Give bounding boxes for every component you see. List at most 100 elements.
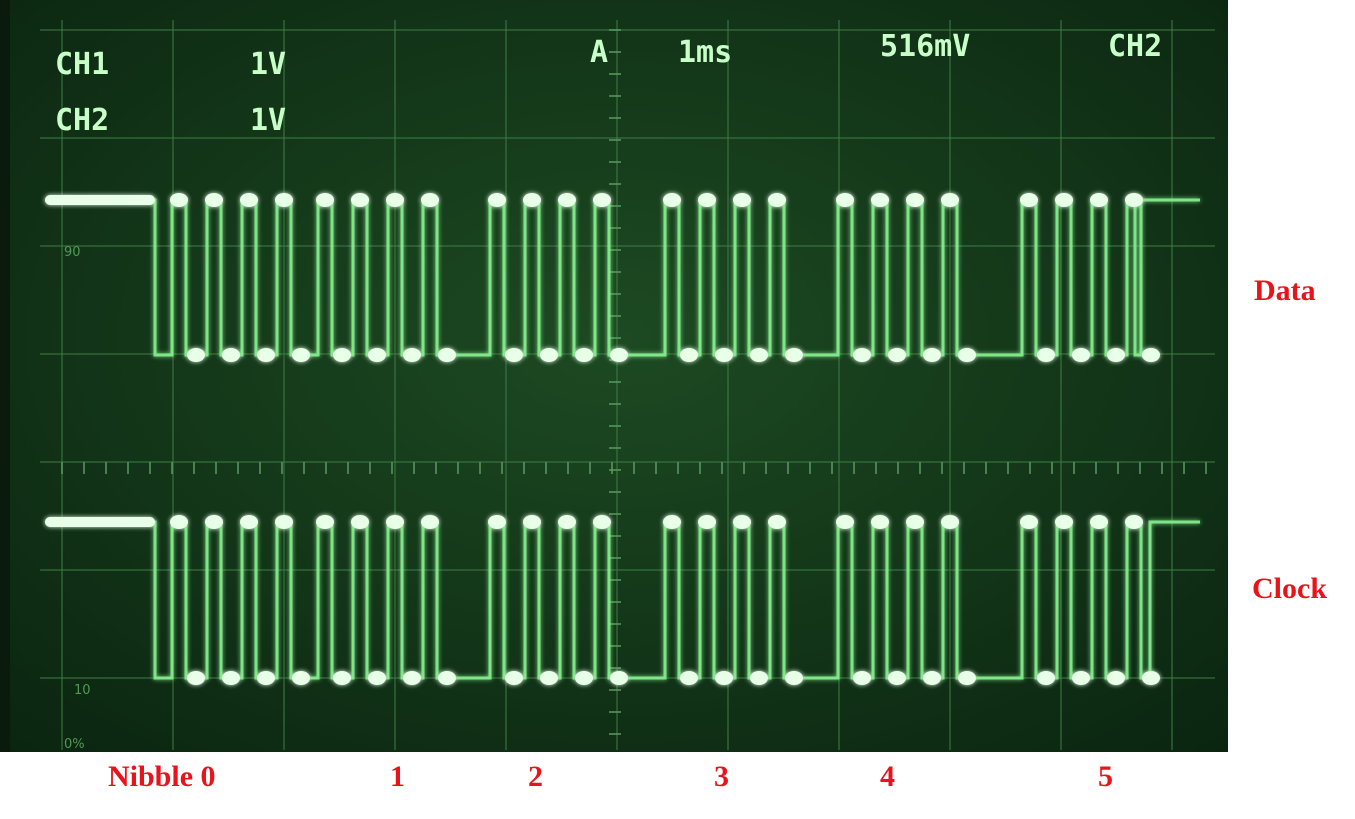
trace-dot <box>240 193 258 207</box>
trace-dot <box>575 348 593 362</box>
trace-dot <box>1090 515 1108 529</box>
trace-dot <box>698 193 716 207</box>
graticule-label: 90 <box>64 245 81 260</box>
trace-dot <box>906 193 924 207</box>
trace-dot <box>1107 348 1125 362</box>
trace-dot <box>1055 515 1073 529</box>
trace-dot <box>292 671 310 685</box>
trace-dot <box>715 348 733 362</box>
readout: 1V <box>250 103 286 138</box>
trace-dot <box>505 348 523 362</box>
trace-dot <box>958 348 976 362</box>
trace-level <box>45 195 155 205</box>
trace-dot <box>941 193 959 207</box>
trace-dot <box>715 671 733 685</box>
readout: A <box>590 35 608 70</box>
trace-dot <box>593 193 611 207</box>
trace-dot <box>1107 671 1125 685</box>
trace-dot <box>558 193 576 207</box>
trace-dot <box>853 671 871 685</box>
trace-dot <box>316 193 334 207</box>
readout: 1ms <box>678 35 732 70</box>
trace-dot <box>1037 671 1055 685</box>
scope-screen <box>8 0 1228 752</box>
nibble-label: 5 <box>1098 760 1113 793</box>
trace-dot <box>923 348 941 362</box>
trace-dot <box>698 515 716 529</box>
trace-label: Data <box>1254 274 1316 307</box>
trace-dot <box>923 671 941 685</box>
trace-dot <box>610 671 628 685</box>
trace-dot <box>1020 193 1038 207</box>
trace-dot <box>853 348 871 362</box>
trace-dot <box>257 671 275 685</box>
trace-dot <box>403 348 421 362</box>
trace-dot <box>205 515 223 529</box>
trace-dot <box>680 348 698 362</box>
trace-dot <box>275 193 293 207</box>
trace-dot <box>333 671 351 685</box>
trace-dot <box>768 193 786 207</box>
trace-dot <box>663 515 681 529</box>
trace-dot <box>768 515 786 529</box>
graticule-label: 0% <box>64 737 85 752</box>
trace-dot <box>558 515 576 529</box>
trace-dot <box>368 671 386 685</box>
readout: CH1 <box>55 47 109 82</box>
trace-dot <box>240 515 258 529</box>
trace-dot <box>733 193 751 207</box>
trace-dot <box>1072 348 1090 362</box>
readout: CH2 <box>55 103 109 138</box>
trace-dot <box>836 515 854 529</box>
trace-dot <box>386 193 404 207</box>
trace-dot <box>222 348 240 362</box>
trace-dot <box>351 193 369 207</box>
trace-dot <box>316 515 334 529</box>
trace-dot <box>368 348 386 362</box>
trace-dot <box>523 193 541 207</box>
trace-dot <box>421 515 439 529</box>
trace-dot <box>610 348 628 362</box>
page: CH1 1V CH2 1V A 1ms 516mV CH2 90 10 0% D… <box>0 0 1355 819</box>
trace-dot <box>1125 193 1143 207</box>
trace-dot <box>906 515 924 529</box>
trace-dot <box>575 671 593 685</box>
trace-dot <box>488 515 506 529</box>
trace-dot <box>292 348 310 362</box>
nibble-label: 3 <box>714 760 729 793</box>
trace-dot <box>488 193 506 207</box>
readout: CH2 <box>1108 29 1162 64</box>
trace-dot <box>351 515 369 529</box>
trace-dot <box>1072 671 1090 685</box>
trace-level <box>45 517 155 527</box>
trace-dot <box>871 515 889 529</box>
trace-dot <box>1142 671 1160 685</box>
trace-dot <box>1020 515 1038 529</box>
trace-dot <box>750 348 768 362</box>
trace-dot <box>170 515 188 529</box>
trace-dot <box>1037 348 1055 362</box>
trace-dot <box>663 193 681 207</box>
trace-dot <box>257 348 275 362</box>
trace-dot <box>540 671 558 685</box>
trace-dot <box>785 671 803 685</box>
trace-dot <box>421 193 439 207</box>
trace-dot <box>871 193 889 207</box>
trace-dot <box>275 515 293 529</box>
nibble-label: Nibble 0 <box>108 760 216 793</box>
readout: 516mV <box>880 29 970 64</box>
nibble-label: 1 <box>390 760 405 793</box>
trace-dot <box>222 671 240 685</box>
graticule-label: 10 <box>74 683 91 698</box>
trace-dot <box>205 193 223 207</box>
trace-dot <box>333 348 351 362</box>
nibble-label: 4 <box>880 760 895 793</box>
trace-dot <box>888 671 906 685</box>
trace-dot <box>1125 515 1143 529</box>
trace-dot <box>438 671 456 685</box>
trace-dot <box>386 515 404 529</box>
readout: 1V <box>250 47 286 82</box>
trace-label: Clock <box>1252 572 1327 605</box>
trace-dot <box>540 348 558 362</box>
nibble-label: 2 <box>528 760 543 793</box>
